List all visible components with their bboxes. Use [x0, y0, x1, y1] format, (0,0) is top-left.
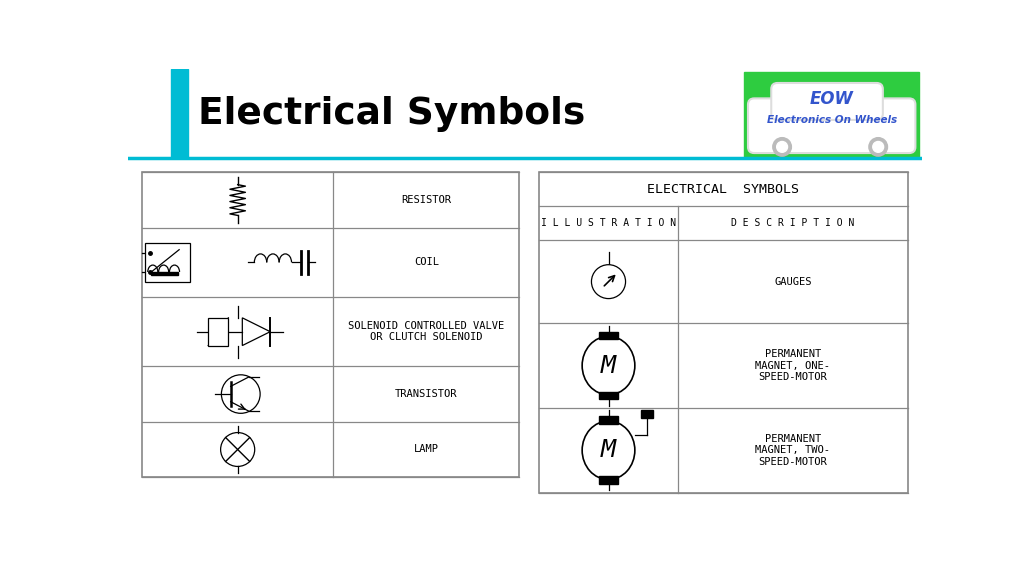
Text: M: M	[601, 354, 616, 378]
Text: M: M	[601, 438, 616, 463]
Bar	[171, 69, 187, 158]
Ellipse shape	[583, 421, 635, 480]
Circle shape	[592, 265, 626, 298]
Bar	[641, 410, 653, 418]
Circle shape	[220, 433, 255, 467]
Text: TRANSISTOR: TRANSISTOR	[395, 389, 458, 399]
Text: Electrical Symbols: Electrical Symbols	[198, 96, 585, 132]
Text: PERMANENT
MAGNET, TWO-
SPEED-MOTOR: PERMANENT MAGNET, TWO- SPEED-MOTOR	[756, 434, 830, 467]
Text: COIL: COIL	[414, 257, 439, 267]
Text: PERMANENT
MAGNET, ONE-
SPEED-MOTOR: PERMANENT MAGNET, ONE- SPEED-MOTOR	[756, 349, 830, 382]
Text: GAUGES: GAUGES	[774, 276, 812, 287]
Bar	[744, 72, 919, 157]
Circle shape	[869, 138, 888, 156]
Bar	[539, 172, 907, 492]
Text: RESISTOR: RESISTOR	[401, 195, 452, 205]
Bar	[208, 318, 228, 346]
Circle shape	[773, 138, 792, 156]
Circle shape	[872, 142, 884, 152]
Text: D E S C R I P T I O N: D E S C R I P T I O N	[731, 218, 855, 228]
Bar	[142, 172, 519, 478]
Text: LAMP: LAMP	[414, 445, 439, 454]
Circle shape	[221, 375, 260, 414]
Text: ELECTRICAL  SYMBOLS: ELECTRICAL SYMBOLS	[647, 183, 799, 196]
Bar	[599, 416, 617, 424]
Bar	[599, 476, 617, 484]
FancyBboxPatch shape	[771, 83, 883, 120]
Text: SOLENOID CONTROLLED VALVE
OR CLUTCH SOLENOID: SOLENOID CONTROLLED VALVE OR CLUTCH SOLE…	[348, 321, 505, 343]
Circle shape	[776, 142, 787, 152]
Bar	[152, 272, 178, 275]
Text: Electronics On Wheels: Electronics On Wheels	[767, 115, 897, 125]
Text: I L L U S T R A T I O N: I L L U S T R A T I O N	[541, 218, 676, 228]
FancyBboxPatch shape	[748, 98, 915, 153]
Text: EOW: EOW	[810, 90, 854, 108]
Bar	[145, 243, 190, 282]
Bar	[599, 392, 617, 399]
Bar	[599, 332, 617, 339]
Ellipse shape	[583, 336, 635, 395]
